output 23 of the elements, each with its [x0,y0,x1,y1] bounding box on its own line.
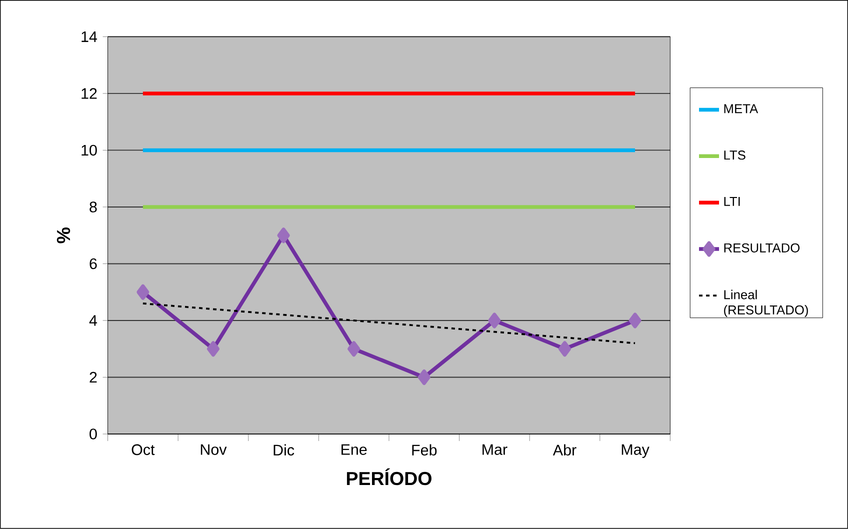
y-tick-label: 10 [82,144,97,156]
x-tick-label: Mar [482,444,508,456]
y-tick-label: 12 [82,88,97,99]
x-axis-title: PERÍODO [346,468,432,486]
x-tick-label: Feb [412,444,437,456]
y-tick-label: 14 [82,32,98,42]
y-axis-title: % [56,228,70,244]
legend-label: META [724,104,758,114]
x-tick-label: Nov [200,444,227,456]
y-tick-label: 0 [90,428,97,440]
x-tick-label: Ene [342,444,367,456]
legend-label: LTI [724,197,740,206]
x-tick-label: Oct [132,444,155,456]
x-tick-label: May [622,444,650,458]
y-tick-label: 2 [90,372,97,383]
y-tick-label: 4 [89,315,98,326]
y-tick-label: 8 [90,202,97,212]
legend-label: LTS [724,150,746,160]
x-tick-label: Abr [552,444,576,456]
y-tick-label: 6 [90,258,97,270]
legend-label: Lineal (RESULTADO) [724,290,808,318]
legend-label: RESULTADO [724,243,800,253]
x-tick-label: Dic [274,444,294,456]
